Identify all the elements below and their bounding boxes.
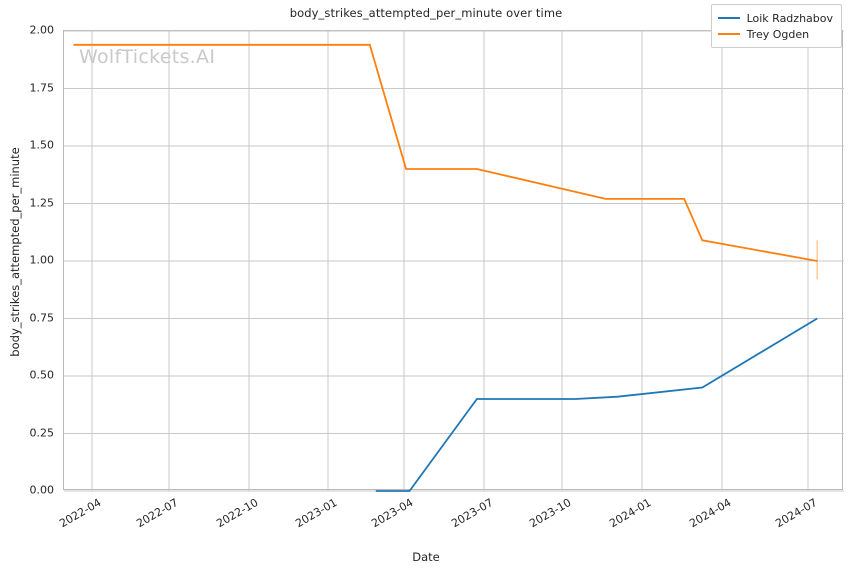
legend-swatch-icon — [717, 17, 740, 19]
data-line-loik-radzhabov — [375, 317, 818, 492]
legend-label: Loik Radzhabov — [746, 11, 833, 25]
x-tick-label: 2022-10 — [214, 496, 261, 531]
x-tick-label: 2024-07 — [773, 496, 820, 531]
y-tick-label: 0.25 — [29, 426, 55, 439]
x-tick-label: 2023-01 — [293, 496, 340, 531]
y-tick-label: 0.00 — [29, 483, 55, 497]
legend-item[interactable]: Loik Radzhabov — [717, 10, 833, 26]
y-tick-label: 1.75 — [29, 81, 55, 94]
x-tick-label: 2023-10 — [527, 496, 574, 531]
x-axis-label: Date — [412, 550, 440, 564]
chart-title: body_strikes_attempted_per_minute over t… — [289, 6, 563, 20]
plot-area: WolfTickets.AI — [63, 30, 844, 492]
y-tick-label: 1.00 — [29, 253, 55, 267]
y-tick-label: 1.50 — [29, 138, 55, 152]
watermark: WolfTickets.AI — [79, 46, 216, 68]
data-series-layer — [73, 43, 818, 492]
y-axis-ticks: 2.00 1.75 1.50 1.25 1.00 0.75 0.50 0.25 0.00 — [0, 24, 63, 497]
y-tick-label: 0.75 — [29, 311, 55, 324]
legend-swatch-icon — [717, 33, 740, 35]
grid-lines — [64, 30, 844, 492]
legend-item[interactable]: Trey Ogden — [717, 26, 833, 42]
x-tick-label: 2024-04 — [687, 496, 734, 531]
x-tick-label: 2023-04 — [369, 496, 416, 531]
legend-label: Trey Ogden — [746, 27, 810, 41]
y-tick-label: 0.50 — [29, 368, 55, 382]
y-tick-label: 1.25 — [29, 196, 55, 209]
data-line-trey-ogden — [73, 43, 818, 262]
x-tick-label: 2024-01 — [607, 496, 654, 531]
x-tick-label: 2022-04 — [57, 496, 104, 531]
x-tick-label: 2023-07 — [449, 496, 496, 531]
y-tick-label: 2.00 — [29, 23, 55, 37]
x-tick-label: 2022-07 — [134, 496, 181, 531]
chart-legend[interactable]: Loik Radzhabov Trey Ogden — [710, 4, 842, 48]
